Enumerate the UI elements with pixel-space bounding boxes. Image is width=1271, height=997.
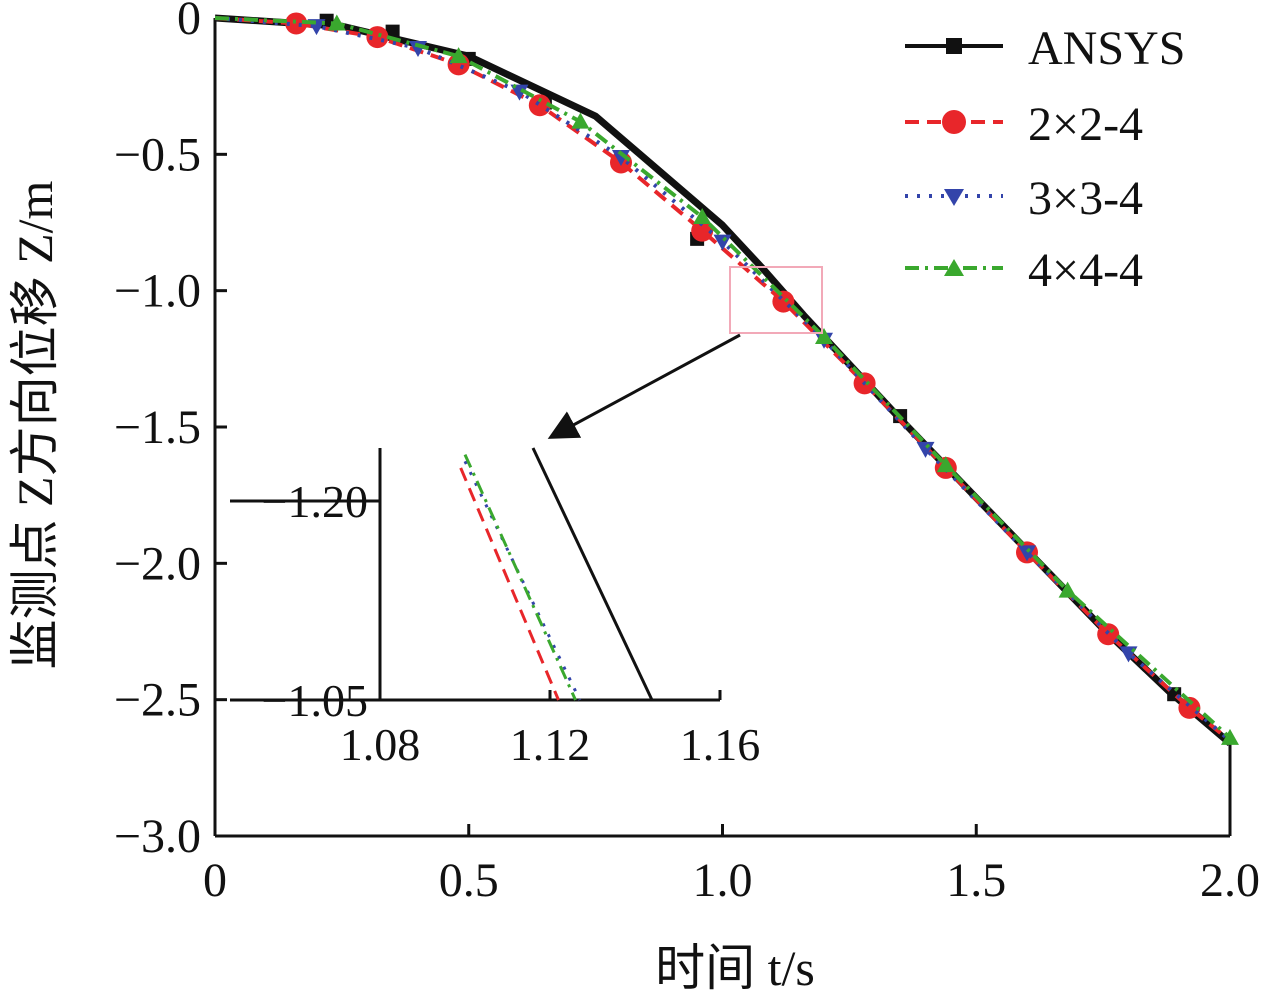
x-tick-label: 0.5 [439, 854, 499, 907]
x-tick-label: 1.5 [946, 854, 1006, 907]
data-point-triangle-up [693, 208, 712, 225]
data-point-circle [772, 290, 795, 313]
data-point-circle [285, 12, 308, 35]
zoom-arrow [547, 333, 741, 439]
inset-x-tick-label: 1.16 [680, 719, 761, 770]
data-point-triangle-down [510, 84, 529, 101]
data-point-triangle-up [1058, 581, 1077, 598]
inset-series-line-2-2-4 [459, 467, 560, 701]
inset-y-tick-label: −1.05 [262, 675, 368, 726]
data-point-triangle-up [1221, 728, 1239, 745]
y-tick-label: 0 [177, 0, 201, 45]
legend-label-3x3: 3×3-4 [1028, 172, 1143, 225]
inset-series [459, 447, 654, 701]
data-point-triangle-up [571, 112, 590, 129]
data-point-circle [528, 94, 551, 117]
main-series [214, 12, 1239, 746]
y-tick-label: −0.5 [114, 128, 201, 181]
data-point-circle [1178, 696, 1201, 719]
data-point-triangle-up [936, 456, 955, 473]
main-plot: 0 0.5 1.0 1.5 2.0 0 −0.5 −1.0 −1.5 −2.0 −2.5 −3.0 [114, 0, 1260, 907]
data-point-triangle-up [449, 47, 468, 64]
inset-plot: 1.08 1.12 1.16 −1.20 −1.05 [230, 447, 760, 770]
data-point-triangle-down [713, 234, 732, 251]
y-tick-label: −1.5 [114, 401, 201, 454]
legend-label-ansys: ANSYS [1028, 22, 1185, 75]
data-point-triangle-up [815, 328, 833, 345]
y-tick-label: −2.5 [114, 674, 201, 727]
zoom-box [729, 266, 823, 334]
x-axis-title: 时间 t/s [655, 940, 815, 996]
y-axis-title: 监测点 Z方向位移 Z/m [7, 180, 63, 669]
data-point-circle [1097, 623, 1120, 646]
legend-item-2x2: 2×2-4 [905, 98, 1143, 151]
legend-marker-circle [942, 110, 966, 134]
inset-y-tick-label: −1.20 [262, 476, 368, 527]
data-point-triangle-down [612, 150, 630, 167]
main-ticks: 0 0.5 1.0 1.5 2.0 0 −0.5 −1.0 −1.5 −2.0 −2.5 −3.0 [114, 0, 1260, 907]
legend-marker-triangle-up [944, 259, 964, 276]
legend-marker-triangle-down [944, 189, 964, 206]
data-point-triangle-up [327, 14, 346, 31]
legend-item-ansys: ANSYS [905, 22, 1185, 75]
legend-label-4x4: 4×4-4 [1028, 244, 1143, 297]
data-point-triangle-down [1018, 545, 1036, 562]
series-4-4-4 [214, 14, 1239, 745]
data-point-circle [691, 219, 714, 242]
y-tick-label: −1.0 [114, 265, 201, 318]
legend-item-3x3: 3×3-4 [905, 172, 1143, 225]
x-tick-label: 2.0 [1200, 854, 1260, 907]
legend-item-4x4: 4×4-4 [905, 244, 1143, 297]
y-tick-label: −2.0 [114, 537, 201, 590]
legend-marker-square [946, 38, 962, 54]
legend: ANSYS 2×2-4 3×3-4 4×4-4 [905, 22, 1185, 297]
inset-x-tick-label: 1.08 [340, 719, 421, 770]
inset-ticks: 1.08 1.12 1.16 −1.20 −1.05 [230, 476, 760, 770]
inset-series-line-4-4-4 [463, 453, 577, 701]
y-tick-label: −3.0 [114, 810, 201, 863]
inset-x-tick-label: 1.12 [510, 719, 591, 770]
data-point-square [385, 24, 400, 39]
inset-series-line-ansys [531, 447, 654, 701]
x-tick-label: 0 [203, 854, 227, 907]
legend-label-2x2: 2×2-4 [1028, 98, 1143, 151]
x-tick-label: 1.0 [693, 854, 753, 907]
